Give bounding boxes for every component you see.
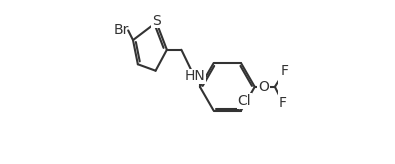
Text: F: F	[280, 64, 289, 78]
Text: F: F	[279, 96, 287, 110]
Text: S: S	[152, 14, 161, 28]
Text: O: O	[258, 80, 269, 94]
Text: Cl: Cl	[237, 94, 251, 108]
Text: HN: HN	[185, 69, 205, 83]
Text: Br: Br	[114, 23, 130, 37]
